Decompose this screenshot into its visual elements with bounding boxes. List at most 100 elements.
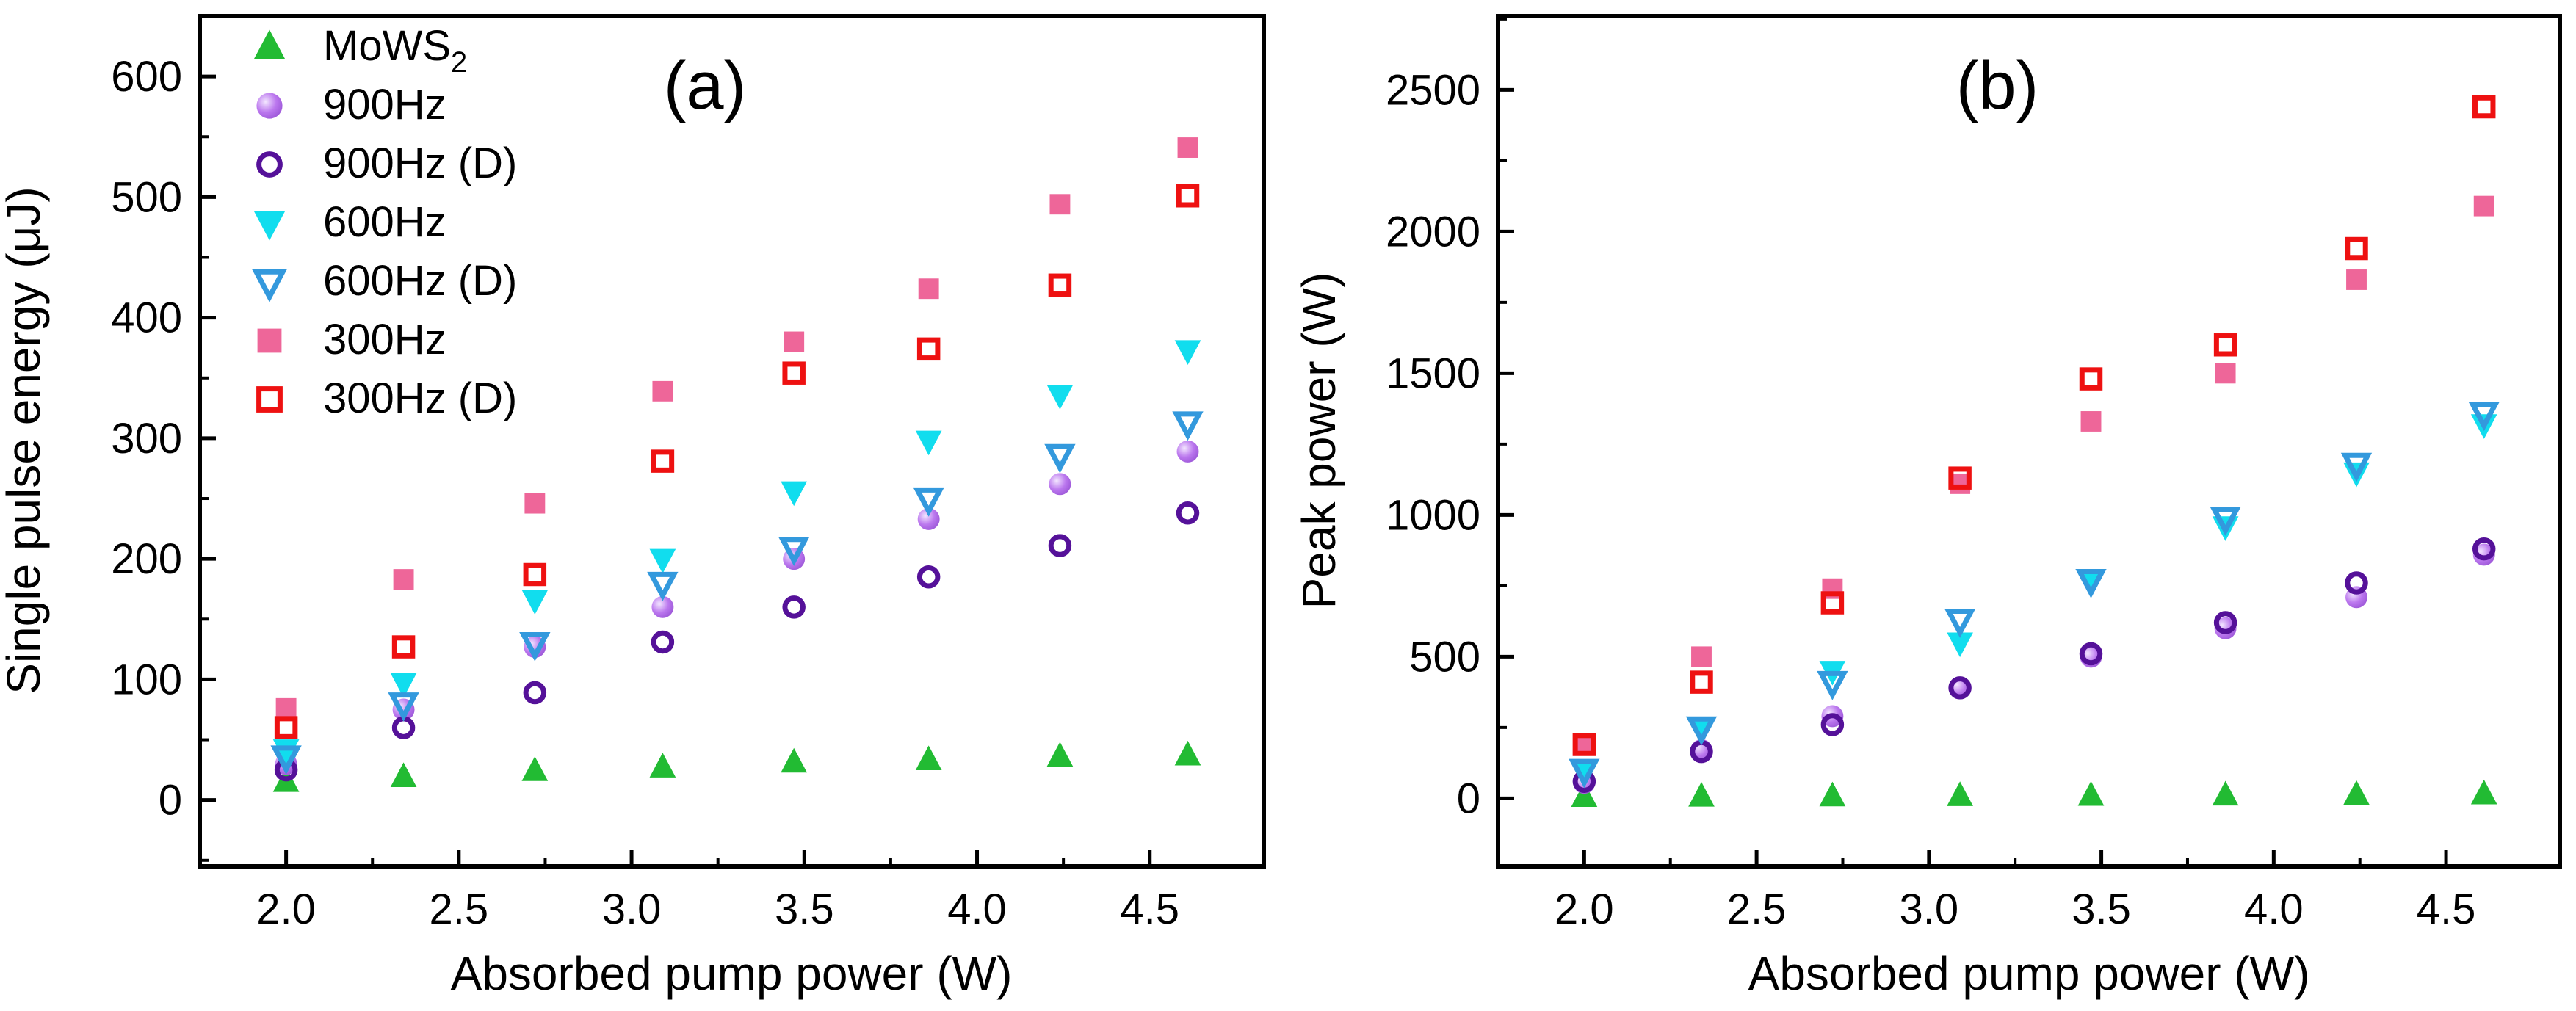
data-point bbox=[1817, 670, 1848, 700]
legend-item: 900Hz (D) bbox=[256, 139, 517, 187]
legend-label: 600Hz bbox=[323, 198, 446, 246]
data-point bbox=[649, 753, 676, 778]
data-point bbox=[2346, 269, 2367, 290]
data-point bbox=[1947, 632, 1973, 658]
data-point bbox=[778, 537, 810, 567]
data-point bbox=[782, 361, 806, 385]
y-axis-ticks: 0 500 1000 1500 2000 2500 bbox=[1386, 17, 1514, 822]
data-point bbox=[2473, 195, 2494, 217]
data-point bbox=[519, 631, 551, 662]
legend-item: 300Hz bbox=[257, 316, 446, 363]
data-point bbox=[1174, 740, 1201, 766]
data-point bbox=[523, 681, 547, 705]
x-tick-label: 3.5 bbox=[2072, 885, 2131, 933]
x-axis-ticks: 2.0 2.5 3.0 3.5 4.0 4.5 bbox=[256, 850, 1179, 933]
data-point bbox=[2079, 642, 2103, 666]
data-point bbox=[1690, 670, 1713, 694]
data-point bbox=[1572, 733, 1596, 756]
data-point bbox=[1947, 781, 1973, 806]
legend-marker bbox=[256, 151, 283, 178]
y-tick-label: 500 bbox=[1409, 633, 1480, 681]
data-point bbox=[1820, 591, 1845, 615]
data-point bbox=[1048, 273, 1072, 297]
data-point bbox=[2213, 333, 2237, 357]
y-tick-label: 2500 bbox=[1386, 66, 1480, 114]
y-tick-label: 500 bbox=[111, 173, 182, 221]
data-point bbox=[1571, 782, 1598, 807]
x-tick-label: 3.5 bbox=[775, 885, 834, 933]
data-point bbox=[2472, 543, 2495, 566]
data-point bbox=[523, 562, 547, 587]
data-point bbox=[275, 697, 297, 719]
x-tick-label: 2.0 bbox=[1555, 885, 1614, 933]
data-point bbox=[651, 630, 675, 654]
legend-marker bbox=[257, 328, 282, 353]
data-point bbox=[2079, 367, 2103, 391]
data-point bbox=[782, 595, 806, 619]
data-point bbox=[915, 745, 942, 771]
y-tick-label: 1500 bbox=[1386, 349, 1480, 397]
data-point bbox=[1176, 501, 1200, 525]
data-point bbox=[2213, 611, 2237, 634]
legend-label: 300Hz bbox=[323, 316, 446, 363]
legend-item: MoWS2 bbox=[254, 22, 467, 79]
series-300hz bbox=[275, 137, 1198, 719]
x-axis-ticks: 2.0 2.5 3.0 3.5 4.0 4.5 bbox=[1555, 850, 2475, 933]
y-tick-label: 400 bbox=[111, 294, 182, 342]
y-axis-title: Single pulse energy (μJ) bbox=[0, 186, 50, 694]
data-point bbox=[781, 481, 808, 507]
x-tick-label: 2.5 bbox=[430, 885, 489, 933]
data-point bbox=[918, 278, 939, 300]
data-point bbox=[524, 493, 546, 514]
data-point bbox=[393, 569, 414, 590]
legend-item: 600Hz (D) bbox=[252, 257, 517, 305]
panel-label: (a) bbox=[664, 48, 746, 123]
y-tick-label: 200 bbox=[111, 535, 182, 583]
data-point bbox=[1691, 646, 1712, 667]
data-point bbox=[521, 756, 549, 781]
x-tick-label: 2.0 bbox=[256, 885, 316, 933]
data-point bbox=[1172, 411, 1204, 441]
data-point bbox=[1174, 340, 1201, 366]
panel-b: 2.0 2.5 3.0 3.5 4.0 4.5 05001000150020002500 … bbox=[1292, 14, 2562, 1000]
data-point bbox=[1569, 758, 1600, 789]
data-point bbox=[2472, 95, 2496, 119]
x-tick-label: 4.5 bbox=[2417, 885, 2476, 933]
data-marks bbox=[1569, 95, 2500, 807]
data-point bbox=[1177, 137, 1198, 158]
y-axis-title: Peak power (W) bbox=[1292, 272, 1345, 609]
data-point bbox=[651, 595, 674, 618]
data-point bbox=[916, 565, 941, 589]
series-600hz-d- bbox=[270, 411, 1204, 775]
y-axis-ticks: 0 100 200 300 400 500 600 bbox=[111, 53, 216, 862]
legend-marker bbox=[254, 29, 285, 59]
data-point bbox=[1948, 676, 1972, 700]
data-point bbox=[521, 590, 549, 615]
data-point bbox=[2340, 452, 2373, 482]
x-tick-label: 3.0 bbox=[1900, 885, 1959, 933]
data-point bbox=[1819, 781, 1846, 807]
series-300hz-d- bbox=[1572, 95, 2496, 756]
data-point bbox=[1944, 609, 1976, 638]
data-point bbox=[1176, 184, 1200, 208]
y-tick-label: 1000 bbox=[1386, 491, 1480, 539]
data-point bbox=[390, 673, 417, 698]
data-point bbox=[916, 337, 941, 361]
data-point bbox=[2212, 780, 2239, 806]
data-point bbox=[2470, 779, 2497, 805]
panel-a: 2.0 2.5 3.0 3.5 4.0 4.5 0 100 200 300 400 500 600 (… bbox=[0, 14, 1266, 1000]
data-point bbox=[1049, 194, 1071, 215]
data-point bbox=[917, 507, 940, 530]
legend-marker bbox=[256, 93, 283, 119]
series-900hz-d- bbox=[274, 501, 1200, 782]
y-tick-label: 2000 bbox=[1386, 208, 1480, 256]
data-point bbox=[2075, 568, 2107, 598]
data-point bbox=[784, 331, 805, 352]
data-marks bbox=[270, 137, 1204, 792]
data-point bbox=[2214, 617, 2237, 639]
legend-label: 600Hz (D) bbox=[323, 257, 517, 305]
data-point bbox=[2345, 571, 2368, 595]
data-point bbox=[2210, 507, 2241, 536]
y-tick-label: 600 bbox=[111, 53, 182, 101]
